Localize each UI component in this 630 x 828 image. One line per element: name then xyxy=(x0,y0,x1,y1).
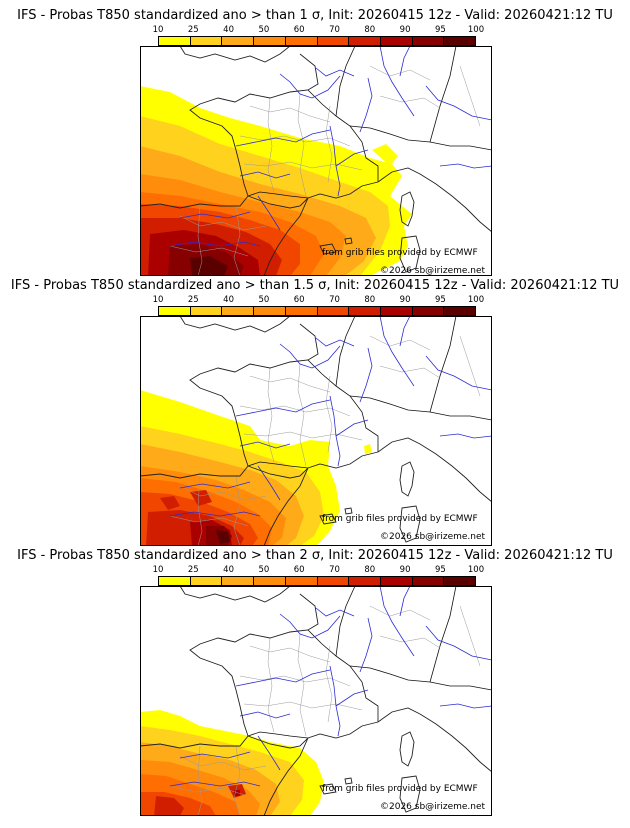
copyright-credit: ©2026 sb@irizeme.net xyxy=(380,802,486,812)
colorbar-segment xyxy=(159,307,191,315)
colorbar-label: 25 xyxy=(187,295,199,305)
colorbar-label: 80 xyxy=(364,295,376,305)
colorbar-segment xyxy=(190,37,223,45)
colorbar-segment xyxy=(380,37,413,45)
colorbar-segment xyxy=(380,577,413,585)
colorbar-label: 95 xyxy=(434,25,446,35)
colorbar-segment xyxy=(222,307,255,315)
colorbar-label: 100 xyxy=(467,25,485,35)
colorbar-label: 10 xyxy=(152,295,164,305)
colorbar-segment xyxy=(380,307,413,315)
colorbar-label: 90 xyxy=(399,565,411,575)
colorbar xyxy=(158,36,476,46)
colorbar-segment xyxy=(285,37,318,45)
colorbar-label: 40 xyxy=(223,295,235,305)
colorbar-label: 60 xyxy=(293,295,305,305)
probability-map xyxy=(140,316,492,546)
colorbar xyxy=(158,306,476,316)
copyright-credit: ©2026 sb@irizeme.net xyxy=(380,532,486,542)
colorbar-segment xyxy=(222,37,255,45)
colorbar-label: 25 xyxy=(187,565,199,575)
probability-map xyxy=(140,586,492,816)
colorbar-label: 60 xyxy=(293,25,305,35)
colorbar-segment xyxy=(317,37,350,45)
colorbar-segment xyxy=(412,307,445,315)
colorbar-segment xyxy=(349,37,381,45)
colorbar-segment xyxy=(349,307,381,315)
colorbar-label: 70 xyxy=(329,565,340,575)
colorbar-label: 10 xyxy=(152,565,164,575)
colorbar-label: 70 xyxy=(329,25,340,35)
data-source-credit: from grib files provided by ECMWF xyxy=(322,248,478,258)
map-canvas xyxy=(140,46,492,276)
colorbar-label: 95 xyxy=(434,565,446,575)
colorbar-segment xyxy=(254,307,286,315)
colorbar-label: 50 xyxy=(258,295,270,305)
colorbar-label: 80 xyxy=(364,565,376,575)
colorbar-label: 100 xyxy=(467,565,485,575)
map-panel-1sigma: IFS - Probas T850 standardized ano > tha… xyxy=(0,8,630,278)
copyright-credit: ©2026 sb@irizeme.net xyxy=(380,266,486,276)
colorbar-segment xyxy=(222,577,255,585)
map-panel-1-5sigma: IFS - Probas T850 standardized ano > tha… xyxy=(0,278,630,548)
colorbar-segment xyxy=(190,577,223,585)
colorbar-labels: 10 25 40 50 60 70 80 90 95 100 xyxy=(153,295,485,305)
colorbar-label: 90 xyxy=(399,295,411,305)
colorbar-segment xyxy=(159,577,191,585)
colorbar-label: 80 xyxy=(364,25,376,35)
colorbar-segment xyxy=(190,307,223,315)
panel-title: IFS - Probas T850 standardized ano > tha… xyxy=(17,8,613,23)
colorbar-segment xyxy=(444,307,476,315)
colorbar-segment xyxy=(444,37,476,45)
colorbar-label: 70 xyxy=(329,295,340,305)
colorbar-label: 10 xyxy=(152,25,164,35)
colorbar-labels: 10 25 40 50 60 70 80 90 95 100 xyxy=(153,25,485,35)
data-source-credit: from grib files provided by ECMWF xyxy=(322,784,478,794)
colorbar-label: 60 xyxy=(293,565,305,575)
colorbar-labels: 10 25 40 50 60 70 80 90 95 100 xyxy=(153,565,485,575)
colorbar-label: 100 xyxy=(467,295,485,305)
colorbar xyxy=(158,576,476,586)
map-panel-2sigma: IFS - Probas T850 standardized ano > tha… xyxy=(0,548,630,818)
map-canvas xyxy=(140,316,492,546)
colorbar-segment xyxy=(285,307,318,315)
colorbar-segment xyxy=(159,37,191,45)
panel-title: IFS - Probas T850 standardized ano > tha… xyxy=(17,548,613,563)
colorbar-label: 40 xyxy=(223,565,235,575)
colorbar-segment xyxy=(317,307,350,315)
colorbar-label: 25 xyxy=(187,25,199,35)
colorbar-label: 50 xyxy=(258,25,270,35)
colorbar-segment xyxy=(412,577,445,585)
colorbar-label: 40 xyxy=(223,25,235,35)
colorbar-segment xyxy=(412,37,445,45)
map-canvas xyxy=(140,586,492,816)
colorbar-segment xyxy=(254,37,286,45)
colorbar-label: 90 xyxy=(399,25,411,35)
colorbar-label: 50 xyxy=(258,565,270,575)
colorbar-segment xyxy=(317,577,350,585)
colorbar-label: 95 xyxy=(434,295,446,305)
colorbar-segment xyxy=(444,577,476,585)
probability-map xyxy=(140,46,492,276)
colorbar-segment xyxy=(254,577,286,585)
colorbar-segment xyxy=(349,577,381,585)
data-source-credit: from grib files provided by ECMWF xyxy=(322,514,478,524)
panel-title: IFS - Probas T850 standardized ano > tha… xyxy=(10,278,620,293)
colorbar-segment xyxy=(285,577,318,585)
